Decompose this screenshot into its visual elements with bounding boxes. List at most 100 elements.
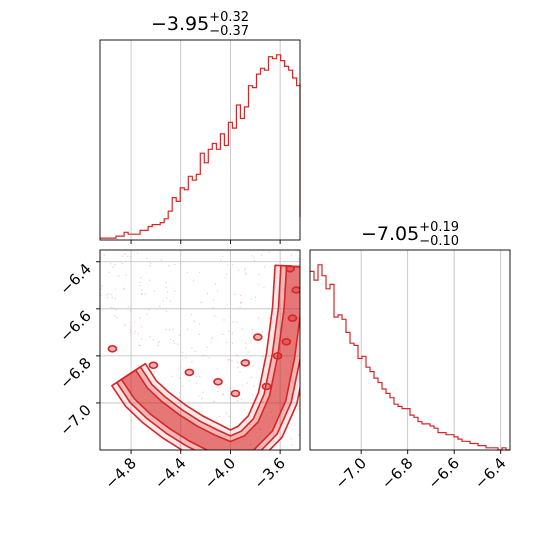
scatter-point xyxy=(298,405,300,407)
scatter-point xyxy=(162,300,164,302)
scatter-point xyxy=(250,376,253,379)
scatter-point xyxy=(231,332,234,334)
scatter-point xyxy=(290,254,293,256)
scatter-point xyxy=(141,289,143,291)
scatter-point xyxy=(191,361,193,363)
scatter-point xyxy=(136,252,139,254)
scatter-point xyxy=(244,269,246,272)
scatter-point xyxy=(250,340,252,343)
scatter-point xyxy=(225,273,228,276)
scatter-point xyxy=(234,293,236,295)
scatter-point xyxy=(111,296,113,299)
scatter-point xyxy=(129,255,132,258)
scatter-point xyxy=(212,299,215,301)
scatter-point xyxy=(249,444,251,446)
scatter-point xyxy=(217,390,219,392)
scatter-point xyxy=(173,342,176,344)
scatter-point xyxy=(257,317,260,319)
scatter-point xyxy=(275,402,278,404)
scatter-point xyxy=(260,428,262,430)
scatter-point xyxy=(177,343,179,345)
scatter-point xyxy=(201,397,203,400)
scatter-point xyxy=(148,279,151,281)
contour-island xyxy=(148,361,159,370)
scatter-point xyxy=(140,293,143,295)
scatter-point xyxy=(258,283,260,285)
contour-level-2 xyxy=(116,264,300,450)
scatter-point xyxy=(281,267,284,269)
scatter-point xyxy=(271,322,274,324)
scatter-point xyxy=(169,300,171,302)
scatter-point xyxy=(223,319,225,321)
scatter-point xyxy=(153,290,156,292)
scatter-point xyxy=(228,330,230,332)
hist-p2-panel: −7.0 −6.8 −6.6 −6.4 −7.05+0.19 −0.10 xyxy=(309,220,511,493)
scatter-point xyxy=(222,393,224,395)
x-tick-label: −7.0 xyxy=(332,454,370,492)
scatter-point xyxy=(232,321,234,323)
scatter-point xyxy=(283,349,285,351)
y-tick-label: −6.4 xyxy=(56,260,94,298)
scatter-point xyxy=(116,317,118,319)
scatter-point xyxy=(252,385,255,388)
scatter-point xyxy=(252,365,254,367)
scatter-point xyxy=(157,344,159,347)
scatter-point xyxy=(106,297,109,299)
scatter-point xyxy=(241,328,243,330)
scatter-point xyxy=(298,434,300,436)
scatter-point xyxy=(226,264,229,266)
scatter-point xyxy=(206,292,209,295)
scatter-point xyxy=(272,416,274,419)
scatter-point xyxy=(236,361,238,363)
scatter-point xyxy=(185,357,187,359)
y-tick-label: −6.6 xyxy=(56,307,94,345)
scatter-point xyxy=(216,368,219,370)
scatter-point xyxy=(126,255,129,258)
scatter-point xyxy=(253,260,255,262)
hist-p2-median: −7.05 xyxy=(361,223,419,245)
scatter-point xyxy=(130,329,132,331)
scatter-point xyxy=(174,290,176,292)
scatter-point xyxy=(245,342,247,345)
scatter-point xyxy=(225,412,228,414)
scatter-point xyxy=(231,342,234,344)
scatter-point xyxy=(261,401,264,403)
scatter-point xyxy=(170,338,172,340)
scatter-point xyxy=(123,287,126,289)
scatter-point xyxy=(227,359,230,361)
scatter-point xyxy=(208,357,210,359)
scatter-point xyxy=(149,336,151,338)
scatter-point xyxy=(105,294,108,296)
scatter-point xyxy=(139,344,141,347)
scatter-point xyxy=(270,411,273,413)
scatter-point xyxy=(258,273,260,276)
scatter-point xyxy=(263,266,266,268)
x-tick-label: −3.6 xyxy=(250,454,288,492)
scatter-point xyxy=(192,280,195,282)
scatter-point xyxy=(137,333,140,335)
scatter-point xyxy=(275,277,278,279)
hist-p1-lower-error: −0.37 xyxy=(209,24,249,39)
scatter-point xyxy=(167,265,170,267)
x-tick-label: −6.8 xyxy=(378,454,416,492)
scatter-point xyxy=(165,281,167,284)
scatter-point xyxy=(141,293,143,295)
scatter-point xyxy=(245,273,247,276)
scatter-point xyxy=(288,309,291,311)
scatter-point xyxy=(157,342,159,344)
scatter-point xyxy=(121,255,123,257)
hist-p1-step-line xyxy=(100,54,301,239)
contour-island xyxy=(107,344,118,353)
contour-level-3 xyxy=(120,265,300,450)
scatter-point xyxy=(148,308,150,311)
scatter-point xyxy=(134,330,136,333)
hist-p1-title: −3.95+0.32 −0.37 xyxy=(151,10,249,39)
scatter-point xyxy=(231,360,233,362)
scatter-point xyxy=(250,298,252,300)
scatter-point xyxy=(124,253,126,255)
scatter-point xyxy=(254,296,257,298)
scatter-point xyxy=(110,306,112,309)
scatter-point xyxy=(158,340,161,343)
scatter-point xyxy=(101,285,103,287)
y-tick-label: −7.0 xyxy=(56,401,94,439)
